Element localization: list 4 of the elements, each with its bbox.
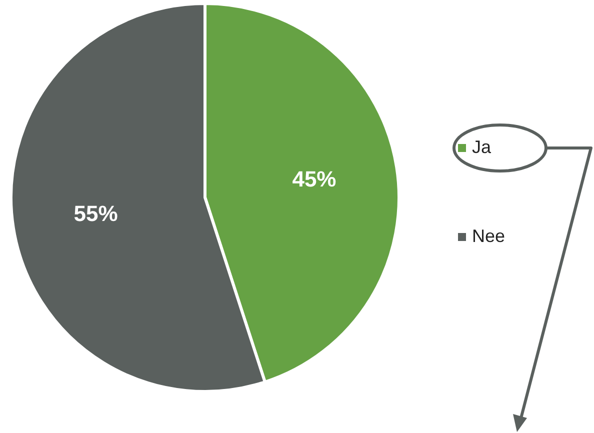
data-label: 55% <box>74 200 118 226</box>
data-label: 45% <box>292 166 336 192</box>
legend-label: Nee <box>472 226 506 247</box>
legend-label: Ja <box>472 137 492 158</box>
